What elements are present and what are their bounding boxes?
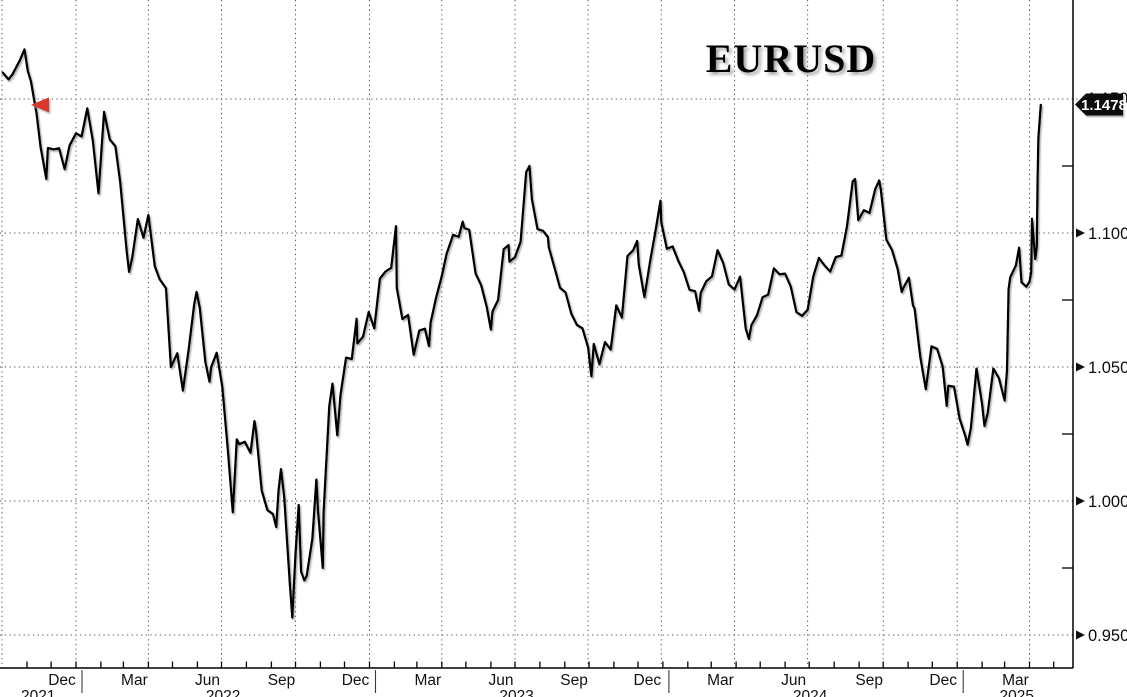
y-tick-arrow-icon (1076, 362, 1085, 372)
left-arrowhead-icon (31, 97, 49, 113)
chart-title: EURUSD (706, 36, 876, 81)
y-tick-arrow-icon (1076, 496, 1085, 506)
y-axis-label: 1.0500 (1088, 359, 1127, 377)
x-axis-year-label: 2025 (999, 688, 1033, 697)
axis-layer (0, 0, 1074, 669)
x-axis-month-label: Dec (48, 672, 76, 689)
x-axis-month-label: Sep (268, 672, 296, 689)
y-axis-labels: 1.1500 1.10001.05001.00000.9500 (1076, 90, 1127, 645)
last-price-badge-text: 1.1478 (1081, 97, 1127, 114)
x-axis-month-label: Jun (489, 672, 514, 689)
x-axis-month-label: Mar (707, 672, 734, 689)
y-tick-arrow-icon (1076, 228, 1085, 238)
x-axis-month-label: Mar (121, 672, 148, 689)
x-axis-month-label: Sep (560, 672, 588, 689)
x-axis-month-label: Jun (781, 672, 806, 689)
x-axis-month-label: Dec (634, 672, 662, 689)
x-axis-month-label: Sep (855, 672, 883, 689)
x-axis-year-label: 2021 (21, 688, 55, 697)
x-axis-month-label: Dec (929, 672, 957, 689)
y-axis-label: 0.9500 (1088, 627, 1127, 645)
x-axis-year-label: 2022 (206, 688, 240, 697)
x-axis-labels: Dec Mar Jun Sep Dec Mar Jun Sep Dec Mar Jun Sep Dec M… (21, 670, 1034, 697)
x-axis-month-label: Mar (1002, 672, 1029, 689)
grid-layer (0, 0, 1085, 668)
x-axis-year-label: 2024 (793, 688, 828, 697)
annotation-layer (31, 97, 1073, 113)
y-axis-label: 1.1000 (1088, 225, 1127, 243)
last-price-badge-shape (1075, 93, 1123, 116)
x-axis-year-label: 2023 (499, 688, 533, 697)
x-axis-month-label: Dec (342, 672, 370, 689)
x-axis-month-label: Mar (414, 672, 441, 689)
last-price-badge: 1.1478 (1075, 93, 1127, 116)
x-axis-month-label: Jun (195, 672, 220, 689)
price-line (1, 48, 1042, 619)
price-line-layer (1, 48, 1042, 619)
y-tick-arrow-icon (1076, 630, 1085, 640)
